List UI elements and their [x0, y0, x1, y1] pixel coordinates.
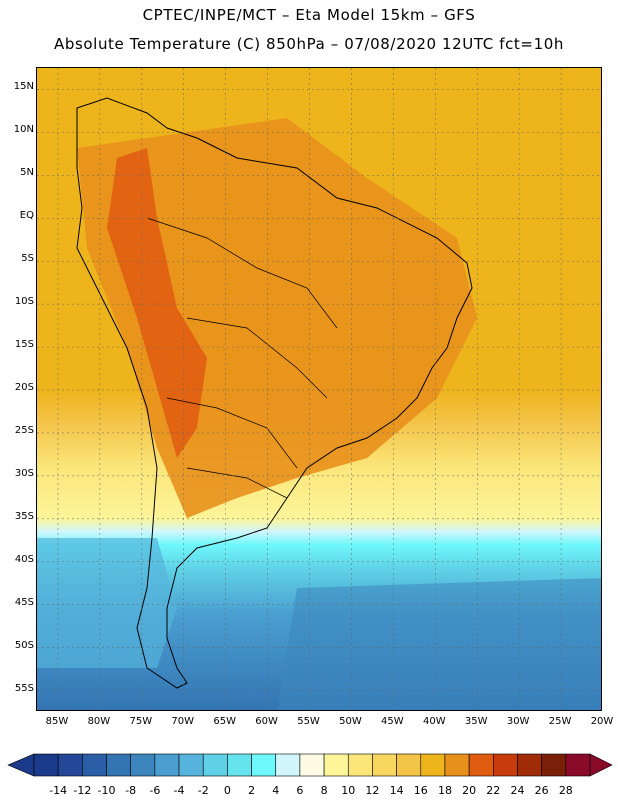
lat-tick-label: 10N [13, 124, 34, 136]
colorbar-cell [347, 753, 373, 777]
title-line-2: Absolute Temperature (C) 850hPa – 07/08/… [54, 35, 564, 53]
colorbar-cell [130, 753, 156, 777]
colorbar-label: -2 [198, 784, 209, 797]
lat-tick-label: 25S [14, 424, 34, 436]
colorbar-label: 10 [341, 784, 355, 797]
colorbar-cell [57, 753, 83, 777]
lat-tick-label: 5N [20, 167, 34, 179]
colorbar-cell [323, 753, 349, 777]
colorbar-label: 14 [390, 784, 404, 797]
colorbar-cell [493, 753, 518, 777]
colorbar-cell [372, 753, 397, 777]
colorbar-label: -6 [149, 784, 160, 797]
colorbar: -14 -12 -10 -8 -6 -4 -2 0 2 4 6 8 10 12 14 16 18 20 22 24 26… [7, 753, 613, 797]
lon-tick-label: 35W [464, 716, 488, 727]
colorbar-cell [178, 753, 204, 777]
lat-tick-label: 15N [13, 81, 34, 93]
lat-tick-label: 15S [14, 339, 34, 351]
colorbar-cell [444, 753, 470, 777]
lon-tick-label: 55W [297, 716, 320, 727]
map-svg [37, 68, 601, 710]
colorbar-labels: -14 -12 -10 -8 -6 -4 -2 0 2 4 6 8 10 12 14 16 18 20 22 24 26… [49, 784, 573, 797]
colorbar-label: 12 [365, 784, 379, 797]
colorbar-cell [541, 753, 567, 777]
colorbar-label: -14 [49, 784, 67, 797]
colorbar-label: 0 [224, 784, 231, 797]
colorbar-label: 16 [414, 784, 428, 797]
lat-tick-label: 5S [21, 253, 34, 265]
colorbar-label: 20 [462, 784, 476, 797]
lat-tick-label: 55S [14, 682, 34, 694]
lat-tick-label: 30S [14, 467, 34, 479]
colorbar-label: 22 [486, 784, 500, 797]
colorbar-cell [227, 753, 252, 777]
colorbar-cell [82, 753, 107, 777]
lon-tick-label: 20W [590, 716, 614, 727]
border-line [146, 217, 338, 329]
lat-tick-label: 50S [14, 639, 34, 651]
colorbar-label: 8 [321, 784, 328, 797]
cold-region-atlantic [277, 578, 601, 710]
colorbar-label: -10 [98, 784, 116, 797]
colorbar-cell [396, 753, 422, 777]
lat-tick-label: 20S [14, 382, 34, 393]
colorbar-label: 26 [535, 784, 549, 797]
colorbar-cell [33, 753, 59, 777]
colorbar-cell [517, 753, 542, 777]
lon-tick-label: 60W [255, 716, 278, 727]
colorbar-label: 6 [296, 784, 303, 797]
colorbar-label: 18 [438, 784, 452, 797]
title-line-1: CPTEC/INPE/MCT – Eta Model 15km – GFS [142, 6, 476, 24]
colorbar-cell [275, 753, 301, 777]
colorbar-cells [7, 753, 613, 777]
colorbar-label: 24 [510, 784, 524, 797]
lon-tick-label: 75W [129, 716, 153, 727]
lon-tick-label: 30W [506, 716, 530, 727]
colorbar-label: 28 [559, 784, 573, 797]
colorbar-label: -12 [73, 784, 91, 797]
colorbar-cell [154, 753, 180, 777]
lon-tick-label: 80W [87, 716, 111, 727]
hot-region [107, 148, 207, 458]
colorbar-label: -8 [125, 784, 136, 797]
lon-tick-label: 85W [45, 716, 69, 727]
colorbar-cell [565, 753, 591, 777]
colorbar-cell [468, 753, 494, 777]
colorbar-cell [251, 753, 277, 777]
gridlines [37, 68, 601, 710]
continent-outline [76, 97, 473, 689]
border-line [186, 467, 288, 499]
colorbar-label: -4 [174, 784, 185, 797]
lat-tick-label: 10S [14, 296, 34, 308]
colorbar-cell [299, 753, 325, 777]
lat-tick-label: 35S [14, 510, 34, 522]
colorbar-cell [202, 753, 228, 777]
lon-tick-label: 50W [339, 716, 362, 727]
border-line [186, 317, 328, 399]
border-line [166, 397, 298, 469]
colorbar-cell [420, 753, 446, 777]
colorbar-cell [106, 753, 131, 777]
colorbar-max-arrow [589, 753, 613, 777]
lat-tick-label: 40S [14, 553, 34, 565]
colorbar-label: 4 [272, 784, 279, 797]
lon-tick-label: 25W [548, 716, 572, 727]
colorbar-min-arrow [7, 753, 35, 777]
lon-tick-label: 65W [213, 716, 236, 727]
lon-tick-label: 45W [381, 716, 404, 727]
colorbar-label: 2 [248, 784, 255, 797]
cold-region-pacific [37, 538, 177, 668]
lon-tick-label: 70W [171, 716, 195, 727]
lat-tick-label: 45S [14, 596, 34, 608]
temperature-map [36, 67, 602, 711]
lat-tick-label: EQ [19, 210, 34, 222]
lon-tick-label: 40W [422, 716, 446, 727]
